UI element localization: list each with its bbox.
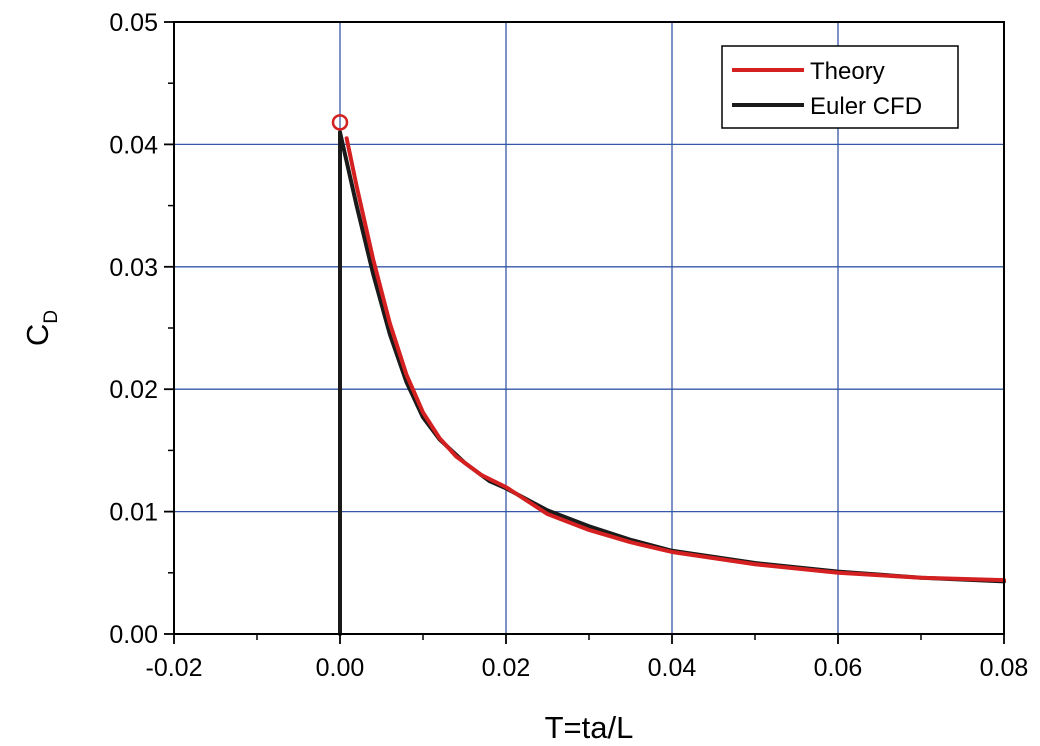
- y-axis-title: CD: [20, 310, 62, 346]
- x-tick-label: 0.04: [648, 654, 697, 682]
- y-tick-label: 0.05: [109, 9, 158, 37]
- legend-label-euler-cfd: Euler CFD: [810, 93, 922, 120]
- y-tick-label: 0.00: [109, 621, 158, 649]
- x-tick-label: 0.00: [316, 654, 365, 682]
- y-tick-label: 0.01: [109, 499, 158, 527]
- x-tick-label: 0.06: [814, 654, 863, 682]
- y-tick-labels: 0.00 0.01 0.02 0.03 0.04 0.05: [109, 9, 158, 649]
- x-axis-title: T=ta/L: [545, 710, 634, 745]
- peak-marker: [331, 114, 349, 131]
- svg-text:CD: CD: [20, 310, 62, 346]
- y-tick-label: 0.03: [109, 254, 158, 282]
- y-tick-label: 0.04: [109, 131, 158, 159]
- x-tick-label: 0.08: [980, 654, 1029, 682]
- x-tick-label: -0.02: [146, 654, 203, 682]
- legend-label-theory: Theory: [810, 58, 885, 85]
- x-tick-label: 0.02: [482, 654, 531, 682]
- series-line-theory: [344, 136, 1006, 583]
- y-tick-label: 0.02: [109, 376, 158, 404]
- series-layer: [331, 114, 1006, 636]
- x-tick-labels: -0.02 0.00 0.02 0.04 0.06 0.08: [146, 654, 1029, 682]
- axis-ticks: [164, 21, 1005, 644]
- legend: Theory Euler CFD: [721, 45, 959, 129]
- y-axis-title-subscript: D: [41, 310, 62, 324]
- y-axis-title-main: C: [20, 324, 55, 346]
- legend-box: [721, 45, 959, 129]
